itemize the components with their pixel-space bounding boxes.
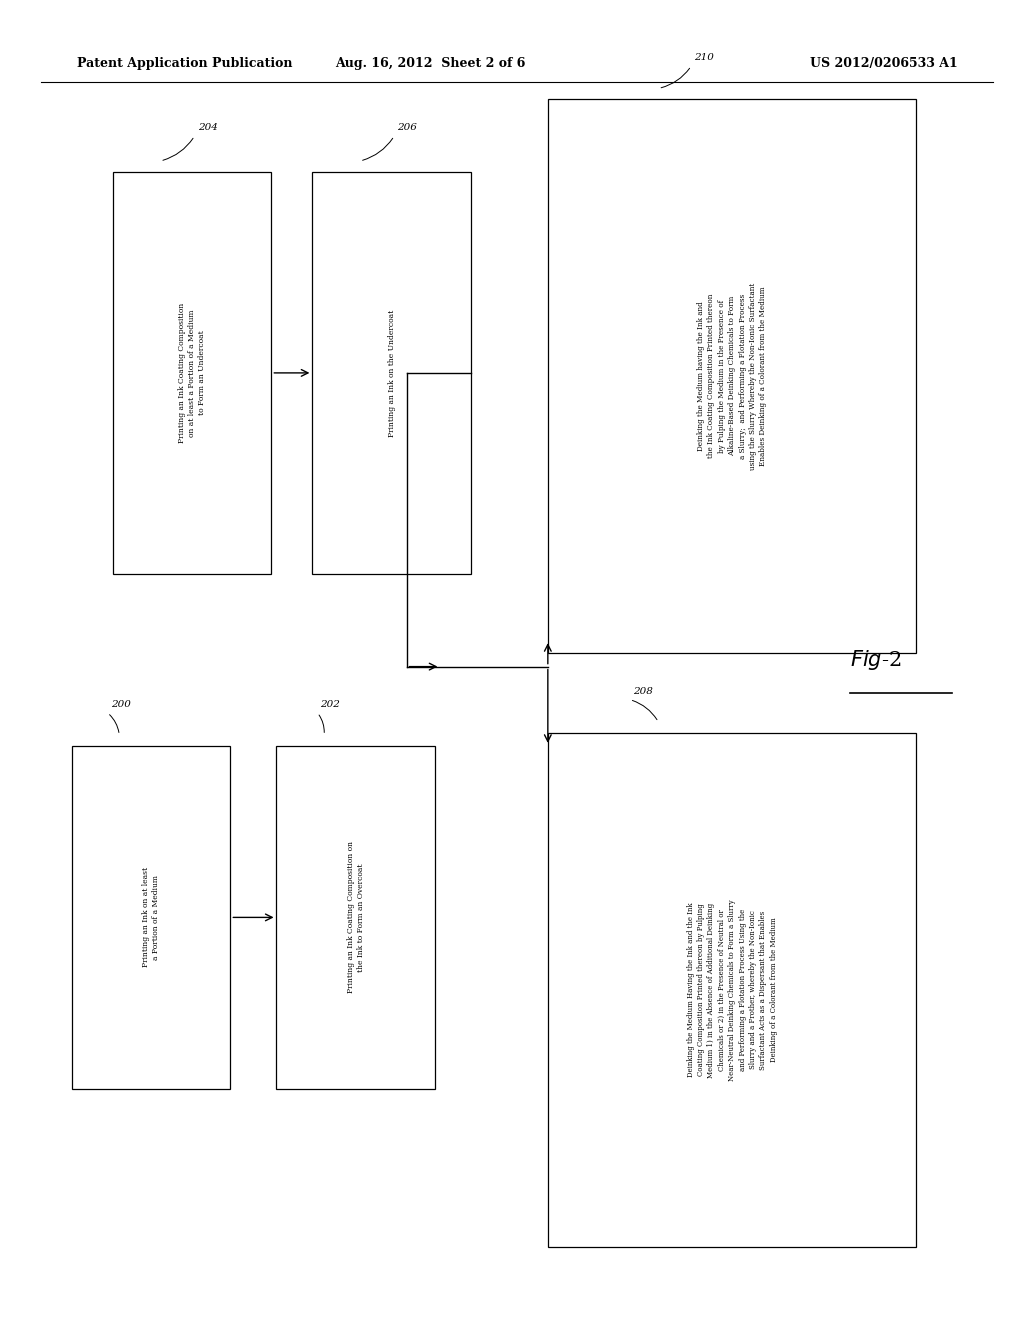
Text: 202: 202: [321, 700, 340, 709]
Text: 204: 204: [198, 123, 217, 132]
Bar: [312, 172, 471, 574]
Text: Printing an Ink Coating Composition on
the Ink to Form an Overcoat: Printing an Ink Coating Composition on t…: [347, 841, 365, 994]
Bar: [548, 733, 916, 1247]
Bar: [276, 746, 435, 1089]
Bar: [72, 746, 230, 1089]
Text: Printing an Ink on at least
a Portion of a Medium: Printing an Ink on at least a Portion of…: [142, 867, 160, 968]
Text: $\mathit{Fig}$-2: $\mathit{Fig}$-2: [850, 648, 901, 672]
Text: US 2012/0206533 A1: US 2012/0206533 A1: [810, 57, 957, 70]
Bar: [548, 99, 916, 653]
Text: Printing an Ink Coating Composition
on at least a Portion of a Medium
to Form an: Printing an Ink Coating Composition on a…: [177, 302, 207, 444]
Bar: [113, 172, 271, 574]
Text: Patent Application Publication: Patent Application Publication: [77, 57, 292, 70]
Text: Deinking the Medium having the Ink and
the Ink Coating Composition Printed there: Deinking the Medium having the Ink and t…: [697, 282, 767, 470]
Text: 210: 210: [694, 53, 714, 62]
Text: 206: 206: [397, 123, 417, 132]
Text: Deinking the Medium Having the Ink and the Ink
Coating Composition Printed there: Deinking the Medium Having the Ink and t…: [686, 899, 778, 1081]
Text: 200: 200: [111, 700, 130, 709]
Text: 208: 208: [633, 686, 652, 696]
Text: Printing an Ink on the Undercoat: Printing an Ink on the Undercoat: [388, 309, 395, 437]
Text: Aug. 16, 2012  Sheet 2 of 6: Aug. 16, 2012 Sheet 2 of 6: [335, 57, 525, 70]
